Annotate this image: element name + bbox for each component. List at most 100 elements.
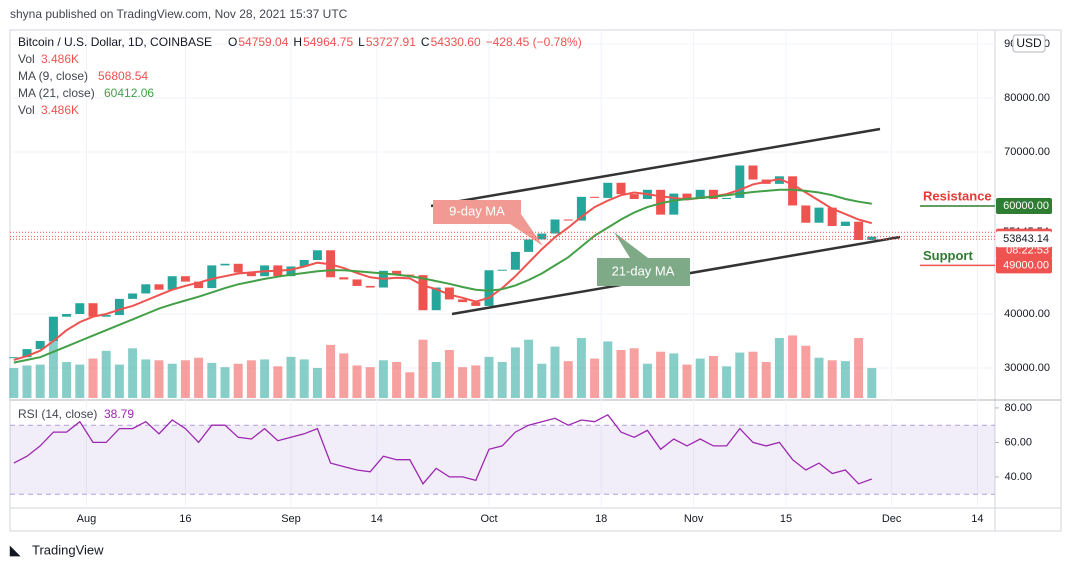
volume-bar [167, 363, 177, 398]
ohlc-value: 54330.60 [431, 35, 481, 49]
candle [854, 221, 864, 241]
volume-bar [867, 368, 877, 398]
candle [128, 293, 138, 299]
candle [590, 196, 600, 198]
candle [616, 182, 626, 195]
volume-bar [392, 362, 402, 398]
volume-bar [497, 362, 507, 398]
candle [801, 205, 811, 223]
volume-bar [840, 361, 850, 398]
volume-bar [9, 368, 19, 398]
callout [597, 232, 690, 286]
candle [48, 316, 58, 341]
candle [392, 270, 402, 275]
candle [180, 276, 190, 282]
candle [444, 287, 454, 300]
legend-label: Vol [18, 52, 35, 66]
brand: TradingView [32, 542, 104, 557]
volume-bar [62, 362, 72, 398]
volume-bar [194, 357, 204, 398]
y-tick-label: 60.00 [1004, 436, 1032, 448]
frame [9, 29, 1062, 532]
candle [312, 250, 322, 260]
candle [722, 197, 732, 199]
x-tick-label: Sep [281, 513, 301, 525]
candles [9, 165, 877, 359]
price-tag [996, 198, 1052, 214]
volume-bar [260, 359, 270, 398]
rsi-pane: 40.00 60.00 80.00 [10, 402, 1032, 495]
ohlc-value: 54964.75 [303, 35, 353, 49]
candle [656, 189, 666, 215]
volume-bar [326, 344, 336, 398]
volume-bar [114, 364, 124, 398]
candle [669, 193, 679, 215]
volume-bar [299, 359, 309, 398]
volume-bar [418, 339, 428, 398]
level-label: Resistance [923, 188, 992, 203]
volume-bar [669, 353, 679, 398]
candle [88, 303, 98, 317]
legend-label: MA (21, close) [18, 86, 95, 100]
level-label: Support [923, 248, 973, 263]
volume-bar [708, 356, 718, 398]
price-tag-label: 60000.00 [1003, 200, 1049, 212]
ohlc-key: H [293, 35, 302, 49]
candle [484, 270, 494, 306]
volume-bar [141, 359, 151, 398]
candle [22, 349, 32, 358]
currency: USD [1016, 36, 1042, 50]
candle [352, 279, 362, 286]
candle [708, 189, 718, 199]
candle [563, 219, 573, 221]
volume-bar [550, 346, 560, 398]
candle [418, 275, 428, 311]
change: −428.45 (−0.78%) [486, 35, 582, 49]
annotation: 21-day MA [612, 263, 675, 278]
volume-bar [458, 367, 468, 398]
volume-bar [748, 351, 758, 398]
ma-line [13, 177, 873, 361]
volume-bar [128, 348, 138, 398]
volume-bar [537, 363, 547, 398]
volume-bar [233, 363, 243, 398]
volume-bar [88, 358, 98, 398]
volume-bar [471, 365, 481, 398]
x-tick-label: Oct [480, 513, 497, 525]
volume-bar [286, 356, 296, 398]
candle [35, 340, 45, 350]
candle [550, 219, 560, 234]
legend-label: Vol [18, 103, 35, 117]
callout [433, 200, 543, 246]
candle [365, 285, 375, 288]
candle [154, 284, 164, 290]
volume-bar [48, 332, 58, 398]
volume-bar [352, 365, 362, 398]
candle [827, 207, 837, 226]
ohlc-header: O 54759.04 H 54964.75 L 53727.91 C 54330.60 −428… [228, 35, 582, 49]
x-tick-label: 14 [371, 513, 383, 525]
volume-bar [378, 360, 388, 398]
candle [299, 259, 309, 267]
volume-bar [722, 366, 732, 398]
price-tag [996, 231, 1052, 248]
candle [576, 196, 586, 221]
legend-label: RSI (14, close) [18, 407, 97, 421]
volume-bar [642, 363, 652, 398]
lines [13, 177, 873, 364]
symbol: Bitcoin / U.S. Dollar, 1D, COINBASE [18, 35, 212, 49]
candle [9, 357, 19, 359]
volume-bar [814, 357, 824, 398]
legend-label: MA (9, close) [18, 69, 88, 83]
volume-bar [246, 360, 256, 398]
candle [194, 281, 204, 289]
candle [207, 265, 217, 289]
countdown: 08:22:53 [1006, 245, 1049, 257]
currency-box [1012, 34, 1046, 53]
legend-value: 56808.54 [98, 69, 148, 83]
volume-bar [312, 368, 322, 398]
candle [75, 303, 85, 314]
candle [246, 272, 256, 277]
candle [471, 302, 481, 306]
